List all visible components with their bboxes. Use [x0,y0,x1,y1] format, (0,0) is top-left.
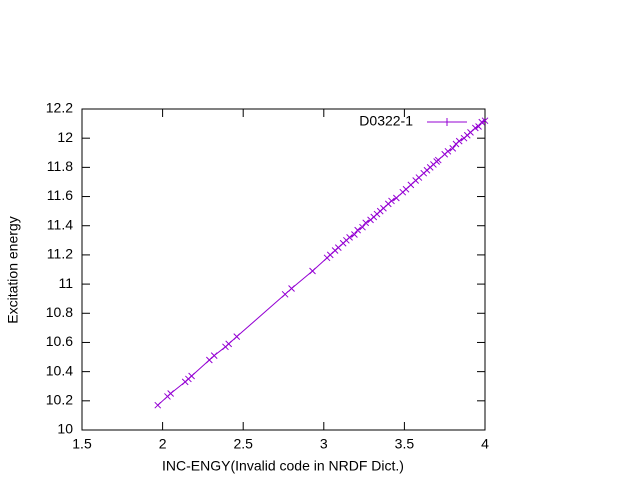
x-tick-label: 4 [481,436,489,452]
data-point [351,231,358,238]
y-tick-label: 11.8 [47,158,73,174]
data-point [288,285,295,292]
x-tick-label: 3 [320,436,328,452]
x-tick-label: 2 [159,436,167,452]
y-tick-label: 12.2 [46,100,73,116]
data-point [392,194,400,202]
data-point [309,267,316,275]
x-axis-label: INC-ENGY(Invalid code in NRDF Dict.) [162,458,404,474]
y-tick-label: 11.4 [47,216,73,232]
data-point [481,117,489,125]
data-point [455,137,463,145]
data-point [233,333,241,340]
x-tick-label: 2.5 [233,436,253,452]
data-point [346,234,353,241]
data-point [225,340,233,348]
data-point [188,372,195,380]
data-point [167,390,175,397]
legend-label: D0322-1 [359,113,413,129]
y-tick-label: 10.4 [46,362,73,378]
plot-border [81,108,486,431]
data-point [475,123,482,130]
data-point [388,197,395,205]
data-point [434,156,442,164]
y-axis-label: Excitation energy [5,216,21,323]
y-tick-label: 10 [57,421,73,437]
data-point [281,290,289,298]
data-point [362,219,370,227]
data-point [154,401,162,409]
legend-marker [443,118,451,126]
y-tick-label: 12 [57,129,73,145]
y-tick-label: 10.8 [46,304,73,320]
data-point [210,352,218,359]
y-tick-label: 10.2 [46,392,73,408]
y-tick-label: 11.6 [47,187,73,203]
y-tick-label: 11.2 [47,246,73,262]
data-point [359,223,366,231]
x-tick-label: 1.5 [72,436,92,452]
data-point [444,147,452,155]
data-point [354,226,362,234]
y-tick-label: 10.6 [46,333,73,349]
x-tick-label: 3.5 [395,436,415,452]
data-point [449,145,457,152]
y-tick-label: 11 [58,275,73,291]
